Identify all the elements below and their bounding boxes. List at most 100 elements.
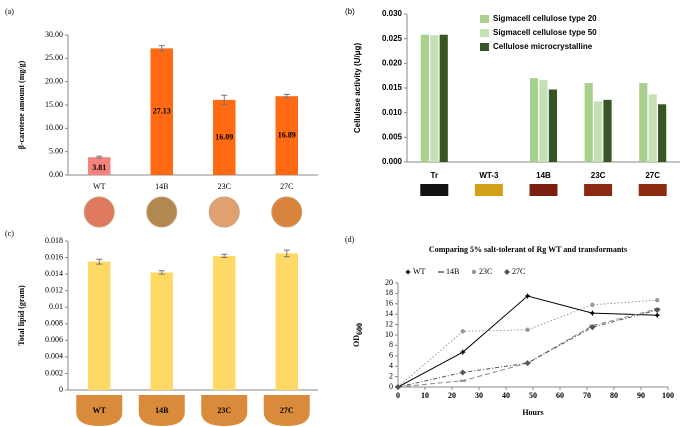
bar: [150, 48, 173, 175]
y-tick-label: 18: [385, 288, 393, 297]
y-tick-label: 0.015: [382, 83, 403, 92]
y-tick-label: 0.018: [45, 236, 63, 245]
data-label: 16.89: [278, 130, 296, 139]
sample-vial: [584, 184, 613, 196]
x-tick-label: 60: [556, 391, 564, 400]
y-tick-label: 0.006: [45, 335, 63, 344]
bar: [275, 253, 298, 390]
error-bar: [221, 253, 228, 259]
bar: [150, 272, 173, 390]
marker: [405, 269, 411, 275]
y-tick-label: 0.012: [45, 285, 63, 294]
bar: [439, 34, 448, 162]
error-bar: [283, 93, 290, 99]
marker: [589, 324, 596, 331]
legend-swatch: [480, 43, 489, 51]
bar: [639, 83, 648, 162]
sample-photo: [146, 196, 178, 228]
sample-vial: [474, 184, 503, 196]
bar: [430, 35, 439, 162]
x-tick-label: 0: [396, 391, 400, 400]
marker: [460, 329, 465, 334]
marker: [459, 379, 466, 382]
x-tick-label: 23C: [591, 171, 606, 180]
y-tick-label: 5.00: [49, 146, 63, 155]
legend-label: 14B: [446, 267, 459, 276]
bar: [594, 101, 603, 162]
bar: [584, 83, 593, 162]
error-bar: [96, 155, 103, 159]
x-tick-label: 27C: [645, 171, 660, 180]
y-tick-label: 30.00: [45, 30, 63, 39]
marker: [655, 297, 660, 303]
y-axis-label: Total lipid (gram): [17, 285, 26, 346]
bar: [648, 94, 657, 162]
y-tick-label: 0.002: [45, 368, 63, 377]
sample-vial: [638, 184, 667, 196]
y-tick-label: 0.004: [45, 352, 63, 361]
marker: [524, 293, 531, 299]
bar: [603, 99, 612, 162]
sample-tube: [76, 395, 123, 426]
bar: [548, 89, 558, 162]
y-tick-label: 25.00: [45, 53, 63, 62]
bar: [213, 99, 236, 175]
y-tick-label: 12: [385, 319, 393, 328]
x-tick-label: 20: [448, 391, 456, 400]
sample-photo: [271, 196, 303, 228]
error-bar: [283, 249, 290, 258]
panel-label: (b): [345, 7, 355, 16]
panel-label: (d): [345, 235, 355, 244]
x-tick-label: WT-3: [479, 171, 499, 180]
bar: [529, 78, 539, 162]
x-tick-label: Tr: [431, 171, 439, 180]
marker: [504, 269, 510, 275]
sample-tube: [138, 395, 185, 426]
y-tick-label: 0.016: [45, 252, 63, 261]
bar: [88, 157, 111, 175]
panel-label: (c): [5, 229, 14, 238]
bar: [213, 255, 236, 390]
marker: [471, 269, 477, 275]
y-tick-label: 0.005: [382, 132, 403, 141]
y-tick-label: 0.014: [45, 269, 63, 278]
x-tick-label: 14B: [155, 406, 169, 415]
x-tick-label: 90: [637, 391, 645, 400]
legend-label: Sigmacell cellulose type 20: [493, 14, 597, 23]
y-tick-label: 10.00: [45, 123, 63, 132]
line: [397, 309, 658, 388]
x-tick-label: 50: [529, 391, 537, 400]
legend-swatch: [480, 15, 489, 23]
x-axis-label: Hours: [522, 408, 543, 417]
x-tick-label: 23C: [217, 406, 231, 415]
legend-label: 27C: [512, 267, 525, 276]
sample-tube: [201, 395, 248, 426]
y-tick-label: 0.008: [45, 319, 63, 328]
marker: [524, 360, 531, 367]
x-tick-label: 70: [583, 391, 591, 400]
x-tick-label: WT: [93, 406, 107, 415]
y-tick-label: 15.00: [45, 100, 63, 109]
x-tick-label: 14B: [155, 182, 168, 191]
x-tick-label: WT: [93, 182, 106, 191]
data-label: 16.09: [215, 132, 233, 141]
error-bar: [158, 270, 165, 275]
marker: [459, 349, 466, 356]
y-axis-label-text: Total lipid (gram): [17, 285, 26, 346]
y-axis-label-sub: 600: [355, 323, 364, 335]
sample-photo: [208, 196, 240, 228]
bar: [539, 80, 548, 162]
bar: [88, 261, 111, 390]
y-tick-label: 20: [385, 278, 393, 287]
marker: [459, 369, 466, 376]
y-tick-label: 6: [389, 351, 393, 360]
y-tick-label: 0.01: [49, 302, 63, 311]
x-tick-label: 14B: [536, 171, 551, 180]
chart-title: Comparing 5% salt-tolerant of Rg WT and …: [429, 245, 627, 254]
sample-vial: [420, 184, 449, 196]
y-axis-label: OD600: [352, 323, 364, 347]
sample-photo: [83, 196, 115, 228]
marker: [395, 384, 401, 390]
error-bar: [158, 45, 165, 52]
